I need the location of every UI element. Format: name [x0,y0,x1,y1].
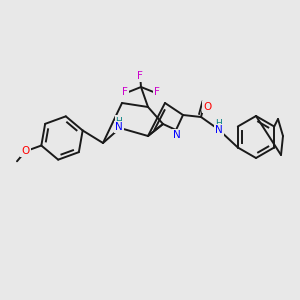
Text: N: N [115,122,123,132]
Text: F: F [137,71,143,81]
Text: H: H [216,118,222,127]
Text: N: N [215,125,223,135]
Text: N: N [173,130,181,140]
Text: F: F [122,87,128,97]
Text: H: H [116,116,122,125]
Text: O: O [203,102,211,112]
Text: F: F [154,87,160,97]
Text: O: O [21,146,29,156]
